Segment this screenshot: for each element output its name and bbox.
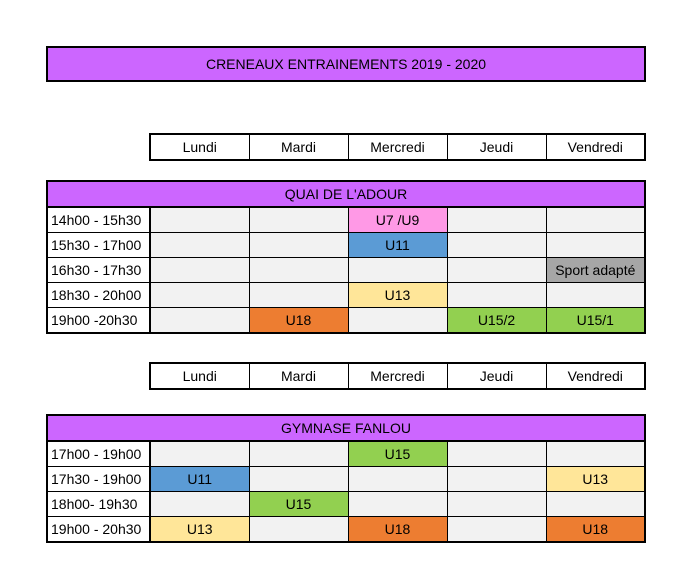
day-header-fanlou: Lundi Mardi Mercredi Jeudi Vendredi: [149, 362, 646, 390]
venue-header: GYMNASE FANLOU: [46, 414, 646, 442]
empty-cell: [248, 257, 349, 283]
time-slot: 18h30 - 20h00: [46, 282, 151, 308]
schedule-row: 16h30 - 17h30 Sport adapté: [46, 257, 646, 283]
schedule-row: 19h00 - 20h30 U13 U18 U18: [46, 516, 646, 543]
time-slot: 17h00 - 19h00: [46, 440, 151, 467]
day-header-jeudi: Jeudi: [446, 362, 547, 390]
empty-cell: [149, 257, 250, 283]
empty-cell: [446, 440, 547, 467]
time-slot: 14h00 - 15h30: [46, 206, 151, 233]
session-cell: U7 /U9: [347, 206, 448, 233]
session-cell: U18: [248, 307, 349, 334]
schedule-row: 18h30 - 20h00 U13: [46, 282, 646, 308]
session-cell: Sport adapté: [545, 257, 646, 283]
session-cell: U18: [545, 516, 646, 543]
empty-cell: [446, 282, 547, 308]
empty-cell: [248, 466, 349, 492]
day-header-vendredi: Vendredi: [545, 362, 646, 390]
time-slot: 17h30 - 19h00: [46, 466, 151, 492]
time-slot: 18h00- 19h30: [46, 491, 151, 517]
empty-cell: [347, 307, 448, 334]
empty-cell: [248, 206, 349, 233]
empty-cell: [446, 491, 547, 517]
time-slot: 19h00 - 20h30: [46, 516, 151, 543]
session-cell: U13: [545, 466, 646, 492]
time-slot: 15h30 - 17h00: [46, 232, 151, 258]
schedule-row: 19h00 -20h30 U18 U15/2 U15/1: [46, 307, 646, 334]
day-header-mercredi: Mercredi: [347, 133, 448, 161]
time-slot: 16h30 - 17h30: [46, 257, 151, 283]
session-cell: U15: [248, 491, 349, 517]
schedule-gymnase-fanlou: GYMNASE FANLOU 17h00 - 19h00 U15 17h30 - 19…: [46, 414, 647, 543]
empty-cell: [446, 232, 547, 258]
empty-cell: [149, 282, 250, 308]
day-header-jeudi: Jeudi: [446, 133, 547, 161]
empty-cell: [149, 491, 250, 517]
day-header-mardi: Mardi: [248, 362, 349, 390]
time-slot: 19h00 -20h30: [46, 307, 151, 334]
session-cell: U15/2: [446, 307, 547, 334]
empty-cell: [446, 257, 547, 283]
session-cell: U13: [347, 282, 448, 308]
schedule-row: 14h00 - 15h30 U7 /U9: [46, 206, 646, 233]
empty-cell: [347, 257, 448, 283]
day-header-lundi: Lundi: [149, 133, 250, 161]
empty-cell: [248, 516, 349, 543]
empty-cell: [248, 440, 349, 467]
empty-cell: [446, 206, 547, 233]
day-header-mardi: Mardi: [248, 133, 349, 161]
page-title-text: CRENEAUX ENTRAINEMENTS 2019 - 2020: [205, 56, 487, 72]
day-header-vendredi: Vendredi: [545, 133, 646, 161]
empty-cell: [545, 440, 646, 467]
empty-cell: [545, 282, 646, 308]
empty-cell: [446, 516, 547, 543]
empty-cell: [545, 232, 646, 258]
empty-cell: [545, 206, 646, 233]
day-header-quai: Lundi Mardi Mercredi Jeudi Vendredi: [149, 133, 646, 161]
session-cell: U15: [347, 440, 448, 467]
empty-cell: [248, 282, 349, 308]
empty-cell: [248, 232, 349, 258]
empty-cell: [149, 232, 250, 258]
day-header-mercredi: Mercredi: [347, 362, 448, 390]
empty-cell: [545, 491, 646, 517]
empty-cell: [149, 440, 250, 467]
session-cell: U15/1: [545, 307, 646, 334]
schedule-quai-de-l-adour: QUAI DE L'ADOUR 14h00 - 15h30 U7 /U9 15h30 …: [46, 180, 647, 334]
empty-cell: [149, 307, 250, 334]
schedule-row: 17h30 - 19h00 U11 U13: [46, 466, 646, 492]
page-title: CRENEAUX ENTRAINEMENTS 2019 - 2020: [46, 46, 646, 82]
session-cell: U13: [149, 516, 250, 543]
schedule-row: 15h30 - 17h00 U11: [46, 232, 646, 258]
session-cell: U11: [347, 232, 448, 258]
empty-cell: [347, 491, 448, 517]
empty-cell: [347, 466, 448, 492]
day-header-lundi: Lundi: [149, 362, 250, 390]
venue-header: QUAI DE L'ADOUR: [46, 180, 646, 208]
empty-cell: [446, 466, 547, 492]
schedule-row: 17h00 - 19h00 U15: [46, 440, 646, 467]
schedule-row: 18h00- 19h30 U15: [46, 491, 646, 517]
session-cell: U11: [149, 466, 250, 492]
empty-cell: [149, 206, 250, 233]
session-cell: U18: [347, 516, 448, 543]
